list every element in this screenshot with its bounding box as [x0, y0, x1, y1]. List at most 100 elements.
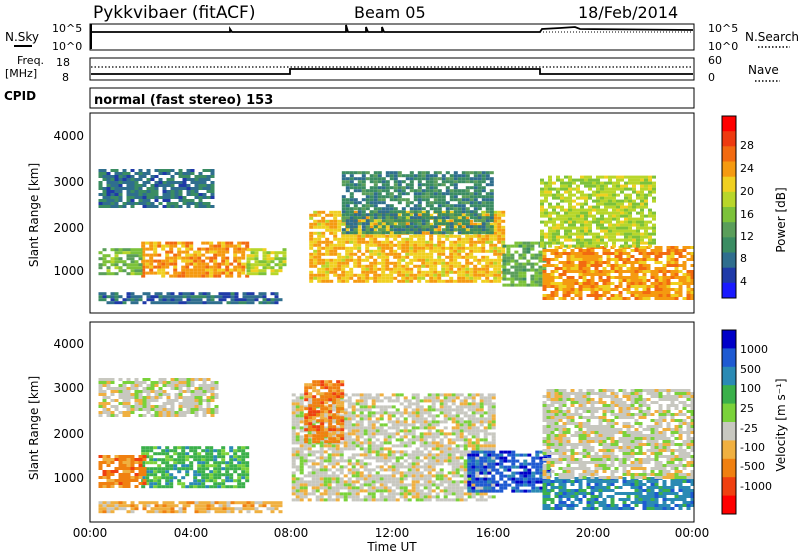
- heatmap-cell: [209, 476, 214, 480]
- heatmap-cell: [594, 297, 599, 300]
- heatmap-cell: [349, 258, 354, 262]
- heatmap-cell: [449, 234, 454, 238]
- power-cbar-label: Power [dB]: [774, 187, 788, 252]
- heatmap-cell: [258, 301, 263, 305]
- heatmap-cell: [421, 237, 426, 241]
- heatmap-cell: [270, 301, 275, 305]
- heatmap-cell: [351, 462, 356, 466]
- heatmap-cell: [457, 201, 462, 205]
- heatmap-cell: [237, 262, 242, 266]
- heatmap-cell: [361, 231, 366, 235]
- heatmap-cell: [165, 485, 170, 489]
- heatmap-cell: [162, 295, 167, 299]
- heatmap-cell: [134, 295, 139, 299]
- heatmap-cell: [325, 228, 330, 232]
- heatmap-cell: [566, 270, 571, 273]
- heatmap-cell: [353, 273, 358, 277]
- heatmap-cell: [385, 273, 390, 277]
- heatmap-cell: [241, 470, 246, 474]
- heatmap-cell: [214, 381, 219, 384]
- heatmap-cell: [670, 255, 675, 258]
- heatmap-cell: [282, 257, 287, 261]
- heatmap-cell: [343, 444, 348, 448]
- heatmap-cell: [441, 210, 446, 214]
- heatmap-cell: [367, 498, 372, 502]
- heatmap-cell: [367, 405, 372, 409]
- heatmap-cell: [678, 252, 683, 255]
- heatmap-cell: [586, 249, 591, 252]
- heatmap-cell: [221, 461, 226, 465]
- heatmap-cell: [178, 378, 183, 381]
- heatmap-cell: [381, 207, 386, 211]
- heatmap-cell: [145, 259, 150, 263]
- heatmap-cell: [554, 246, 559, 249]
- heatmap-cell: [369, 255, 374, 259]
- heatmap-cell: [568, 193, 572, 197]
- heatmap-cell: [548, 178, 552, 182]
- heatmap-cell: [562, 279, 567, 282]
- heatmap-cell: [339, 471, 344, 475]
- heatmap-cell: [254, 260, 259, 264]
- heatmap-cell: [552, 238, 556, 242]
- heatmap-cell: [363, 438, 368, 442]
- heatmap-cell: [114, 202, 119, 205]
- heatmap-cell: [572, 193, 576, 197]
- heatmap-cell: [134, 396, 139, 399]
- heatmap-cell: [291, 483, 296, 487]
- heatmap-cell: [582, 285, 587, 288]
- heatmap-cell: [598, 276, 603, 279]
- heatmap-cell: [333, 210, 338, 214]
- heatmap-cell: [138, 390, 143, 393]
- heatmap-cell: [377, 174, 382, 178]
- heatmap-cell: [241, 247, 246, 251]
- heatmap-cell: [325, 222, 330, 226]
- heatmap-cell: [114, 181, 119, 184]
- heatmap-cell: [237, 458, 242, 462]
- heatmap-cell: [630, 264, 635, 267]
- heatmap-cell: [201, 247, 206, 251]
- heatmap-cell: [638, 279, 643, 282]
- heatmap-cell: [209, 250, 214, 254]
- heatmap-cell: [309, 216, 314, 220]
- heatmap-cell: [365, 246, 370, 250]
- heatmap-cell: [445, 201, 450, 205]
- heatmap-cell: [544, 190, 548, 194]
- heatmap-cell: [375, 471, 380, 475]
- heatmap-cell: [343, 492, 348, 496]
- heatmap-cell: [230, 295, 235, 299]
- heatmap-cell: [198, 292, 203, 296]
- heatmap-cell: [670, 246, 675, 249]
- heatmap-cell: [197, 458, 202, 462]
- heatmap-cell: [341, 216, 346, 220]
- heatmap-cell: [518, 265, 523, 269]
- heatmap-cell: [550, 276, 555, 279]
- heatmap-cell: [497, 270, 502, 274]
- heatmap-cell: [461, 174, 466, 178]
- heatmap-cell: [162, 408, 167, 411]
- heatmap-cell: [371, 474, 376, 478]
- heatmap-cell: [193, 265, 198, 269]
- heatmap-cell: [126, 464, 131, 467]
- heatmap-cell: [457, 231, 462, 235]
- heatmap-cell: [170, 175, 175, 178]
- heatmap-cell: [590, 258, 595, 261]
- heatmap-cell: [158, 393, 163, 396]
- heatmap-cell: [586, 255, 591, 258]
- heatmap-cell: [130, 202, 135, 205]
- heatmap-cell: [178, 196, 183, 199]
- heatmap-cell: [229, 268, 234, 272]
- heatmap-cell: [465, 174, 470, 178]
- heatmap-cell: [118, 485, 123, 488]
- heatmap-cell: [550, 270, 555, 273]
- heatmap-cell: [225, 247, 230, 251]
- heatmap-cell: [461, 273, 466, 277]
- power-heatmap-cells: [98, 169, 695, 305]
- heatmap-cell: [149, 470, 154, 474]
- heatmap-cell: [130, 175, 135, 178]
- heatmap-cell: [634, 258, 639, 261]
- heatmap-cell: [397, 222, 402, 226]
- heatmap-cell: [141, 268, 146, 272]
- heatmap-cell: [150, 193, 155, 196]
- heatmap-cell: [433, 270, 438, 274]
- heatmap-cell: [270, 260, 275, 264]
